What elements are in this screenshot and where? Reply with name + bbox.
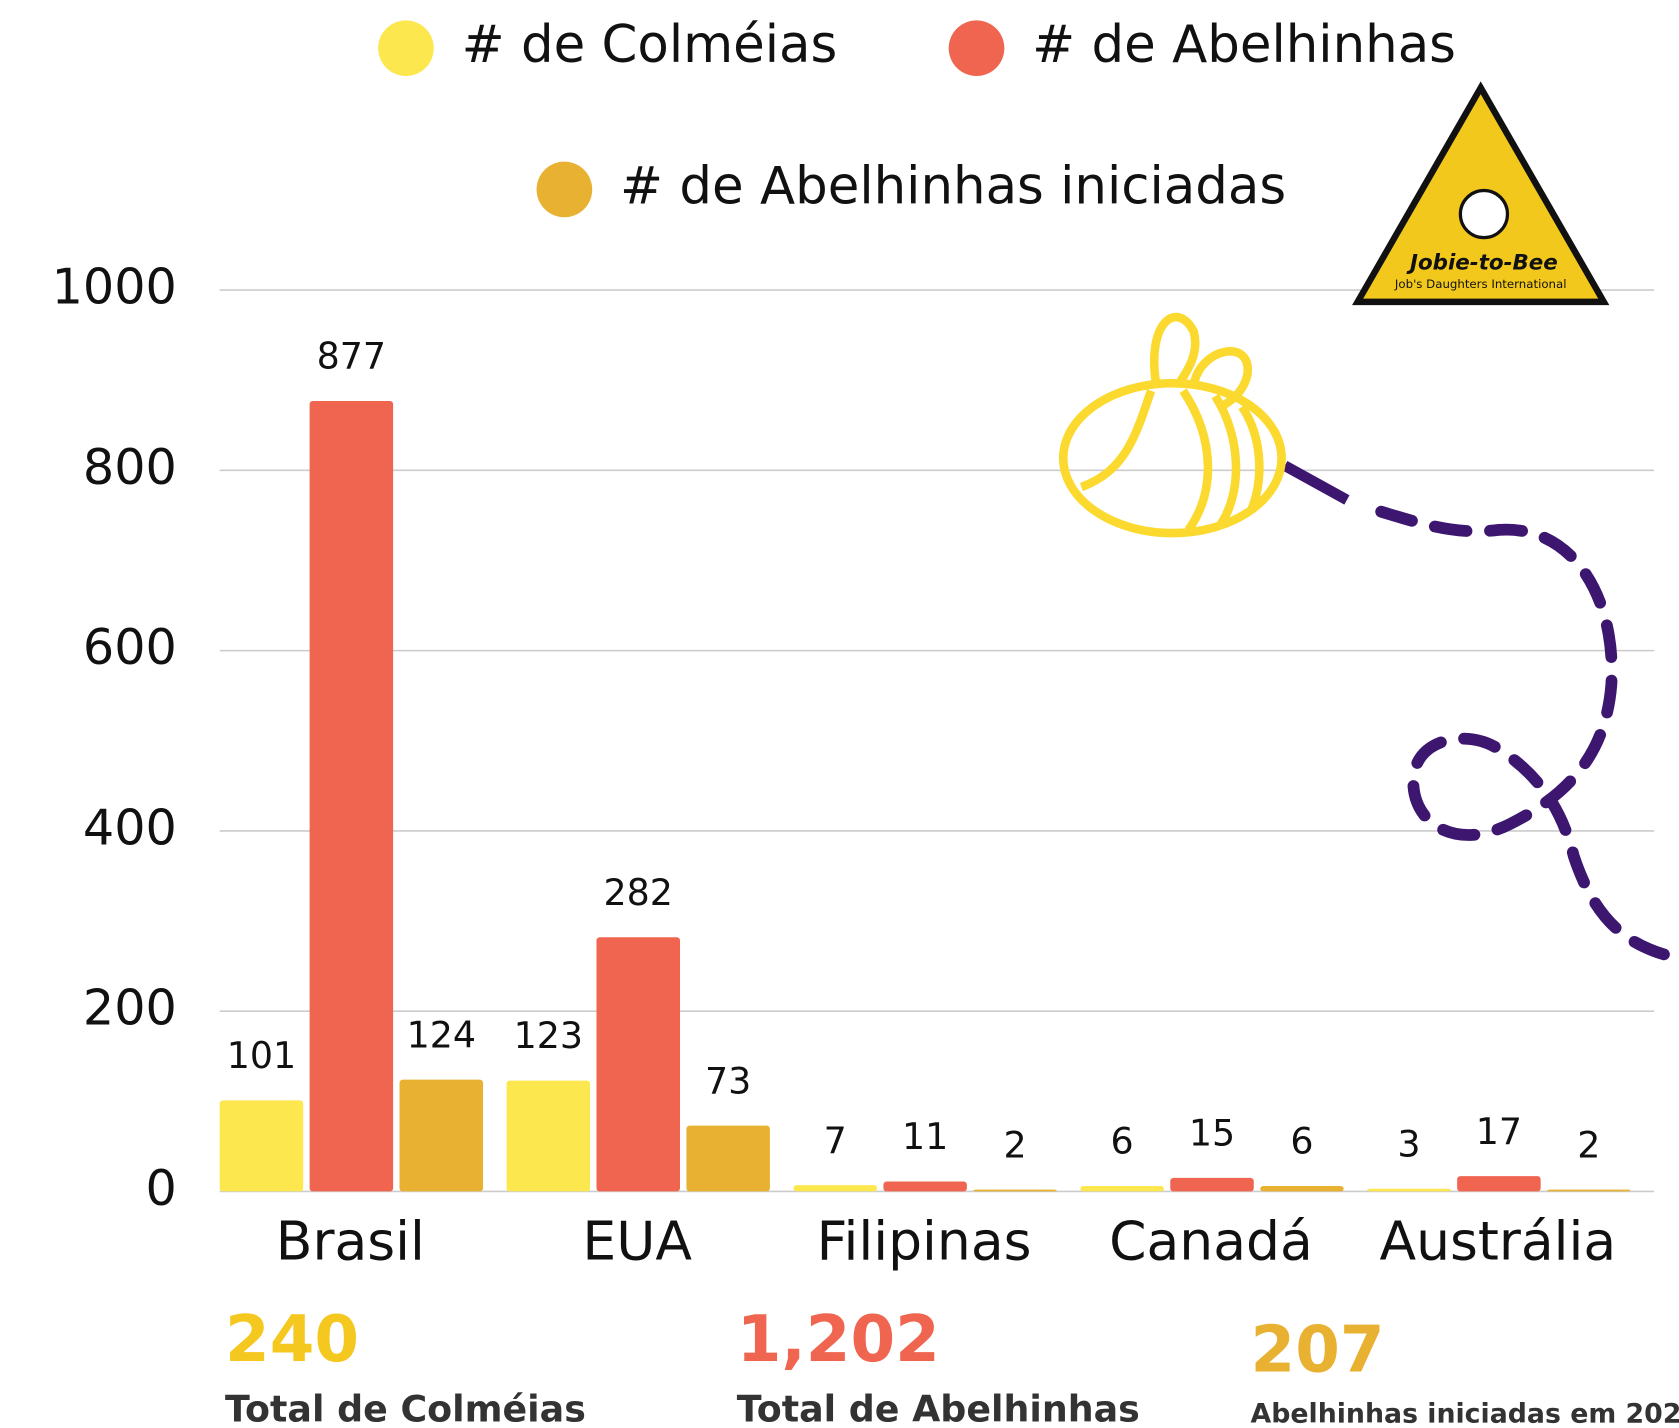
bar [400,1080,483,1192]
y-tick-label: 600 [83,618,177,676]
legend-swatch [378,20,434,76]
y-tick-label: 800 [83,438,177,496]
bar [1080,1186,1163,1191]
total-value: 240 [225,1302,359,1377]
value-label: 73 [705,1059,751,1102]
y-tick-label: 400 [83,798,177,856]
value-label: 282 [604,871,673,914]
value-label: 124 [407,1013,476,1056]
value-label: 877 [317,335,386,378]
chart: 0 200 400 600 800 1000 Brasil 101 877 124 EUA 123 28… [0,0,1679,1428]
y-tick-label: 200 [83,979,177,1037]
value-label: 6 [1111,1120,1134,1163]
bar [597,937,680,1191]
bar [686,1126,769,1192]
total-label: Total de Colméias [225,1387,586,1428]
value-label: 6 [1290,1120,1313,1163]
value-label: 11 [902,1115,948,1158]
y-tick-label: 0 [146,1159,177,1217]
total-value: 207 [1251,1313,1385,1388]
value-label: 15 [1189,1112,1235,1155]
bar [973,1190,1056,1192]
value-label: 2 [1577,1123,1600,1166]
value-label: 2 [1003,1123,1026,1166]
decoration [1063,88,1679,958]
bar [1547,1190,1630,1192]
value-label: 123 [514,1014,583,1057]
legend-label: # de Abelhinhas iniciadas [620,156,1286,216]
bar [883,1182,966,1192]
legend-label: # de Colméias [462,15,838,75]
bar [793,1185,876,1191]
x-tick-label: Canadá [1109,1210,1313,1273]
total-label: Abelhinhas iniciadas em 2024 [1251,1399,1679,1428]
logo-subtitle: Job's Daughters International [1394,277,1567,291]
bar [1367,1189,1450,1192]
x-tick-label: Brasil [276,1210,425,1273]
bar [1457,1176,1540,1191]
legend-swatch [949,20,1005,76]
logo-title: Jobie-to-Bee [1406,250,1558,275]
bar [1170,1178,1253,1192]
bar [507,1081,590,1192]
bar [310,401,393,1191]
bar [1260,1186,1343,1191]
x-tick-label: Filipinas [817,1210,1032,1273]
value-label: 101 [227,1034,296,1077]
legend-swatch [537,162,593,218]
x-tick-label: Austrália [1379,1210,1616,1273]
value-label: 7 [824,1119,847,1162]
x-tick-label: EUA [582,1210,692,1273]
legend-label: # de Abelhinhas [1032,15,1456,75]
value-label: 17 [1476,1110,1522,1153]
y-tick-label: 1000 [52,258,177,316]
bar [220,1100,303,1191]
value-label: 3 [1397,1122,1420,1165]
total-value: 1,202 [737,1302,940,1377]
total-label: Total de Abelhinhas [737,1387,1140,1428]
